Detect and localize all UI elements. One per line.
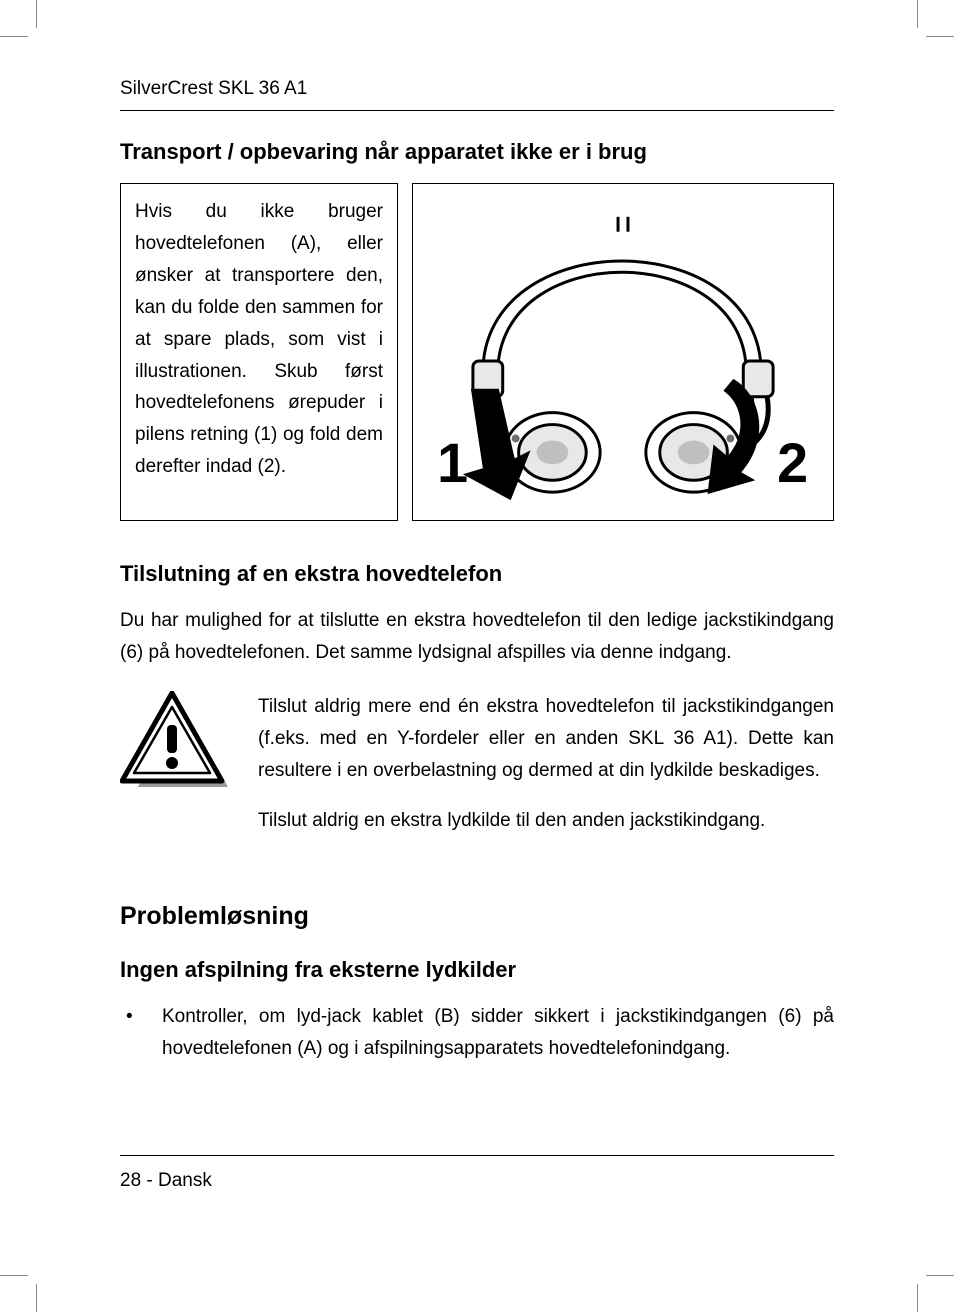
crop-mark <box>36 1284 37 1312</box>
warning-p2: Tilslut aldrig en ekstra lydkilde til de… <box>258 805 834 837</box>
page-content: SilverCrest SKL 36 A1 Transport / opbeva… <box>120 78 834 1065</box>
transport-illustration: 1 2 <box>412 183 834 521</box>
crop-mark <box>926 1275 954 1276</box>
warning-text: Tilslut aldrig mere end én ekstra hovedt… <box>258 691 834 855</box>
crop-mark <box>0 36 28 37</box>
section-heading-extra-headphone: Tilslutning af en ekstra hovedtelefon <box>120 561 834 587</box>
illustration-label-2: 2 <box>777 432 808 494</box>
transport-row: Hvis du ikke bruger hovedtelefonen (A), … <box>120 183 834 521</box>
section-heading-troubleshoot: Problemløsning <box>120 902 834 931</box>
crop-mark <box>36 0 37 28</box>
warning-p1: Tilslut aldrig mere end én ekstra hovedt… <box>258 691 834 787</box>
crop-mark <box>917 0 918 28</box>
subsection-heading-no-playback: Ingen afspilning fra eksterne lydkilder <box>120 957 834 983</box>
crop-mark <box>926 36 954 37</box>
extra-headphone-body: Du har mulighed for at tilslutte en ekst… <box>120 605 834 669</box>
troubleshoot-item: Kontroller, om lyd-jack kablet (B) sidde… <box>120 1001 834 1065</box>
page-footer: 28 - Dansk <box>120 1155 834 1192</box>
warning-block: Tilslut aldrig mere end én ekstra hovedt… <box>120 691 834 855</box>
warning-icon <box>120 691 230 791</box>
running-head: SilverCrest SKL 36 A1 <box>120 78 834 111</box>
transport-text-box: Hvis du ikke bruger hovedtelefonen (A), … <box>120 183 398 521</box>
crop-mark <box>917 1284 918 1312</box>
section-heading-transport: Transport / opbevaring når apparatet ikk… <box>120 139 834 165</box>
troubleshoot-list: Kontroller, om lyd-jack kablet (B) sidde… <box>120 1001 834 1065</box>
illustration-label-1: 1 <box>437 432 468 494</box>
crop-mark <box>0 1275 28 1276</box>
